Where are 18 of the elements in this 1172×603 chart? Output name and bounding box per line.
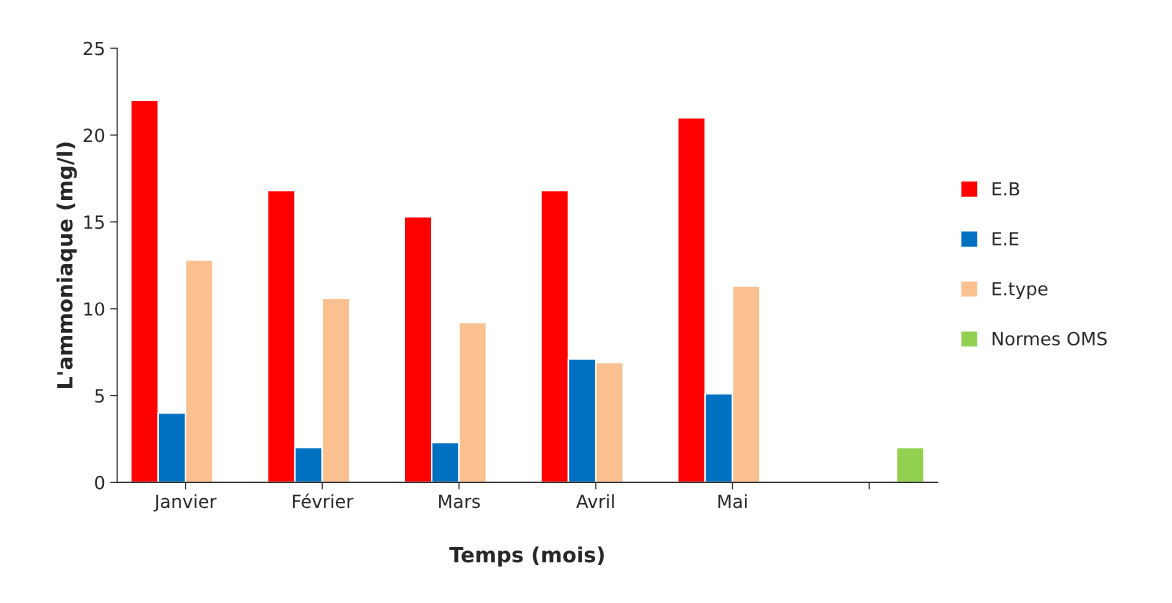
y-tick-label: 5 xyxy=(95,389,104,403)
legend-label: E.type xyxy=(992,282,1048,300)
x-tick-label: Avril xyxy=(576,494,614,508)
legend-label: Normes OMS xyxy=(992,331,1107,346)
bar xyxy=(895,446,925,483)
y-tick-label: 20 xyxy=(83,128,105,143)
legend-label: E.E xyxy=(992,232,1019,246)
y-tick-label: 0 xyxy=(95,475,105,490)
y-tick-label: 15 xyxy=(84,215,104,230)
y-tick-label: 10 xyxy=(84,302,105,316)
x-axis-title: Temps (mois) xyxy=(449,546,604,567)
y-tick-label: 25 xyxy=(83,41,104,56)
x-tick-label: Janvier xyxy=(153,494,217,512)
x-tick-label: Mars xyxy=(439,494,480,509)
legend-label: E.B xyxy=(992,182,1020,196)
x-tick-label: Mai xyxy=(718,494,747,509)
x-tick-label: Février xyxy=(292,493,354,509)
y-axis-title: L'ammoniaque (mg/l) xyxy=(56,142,77,388)
